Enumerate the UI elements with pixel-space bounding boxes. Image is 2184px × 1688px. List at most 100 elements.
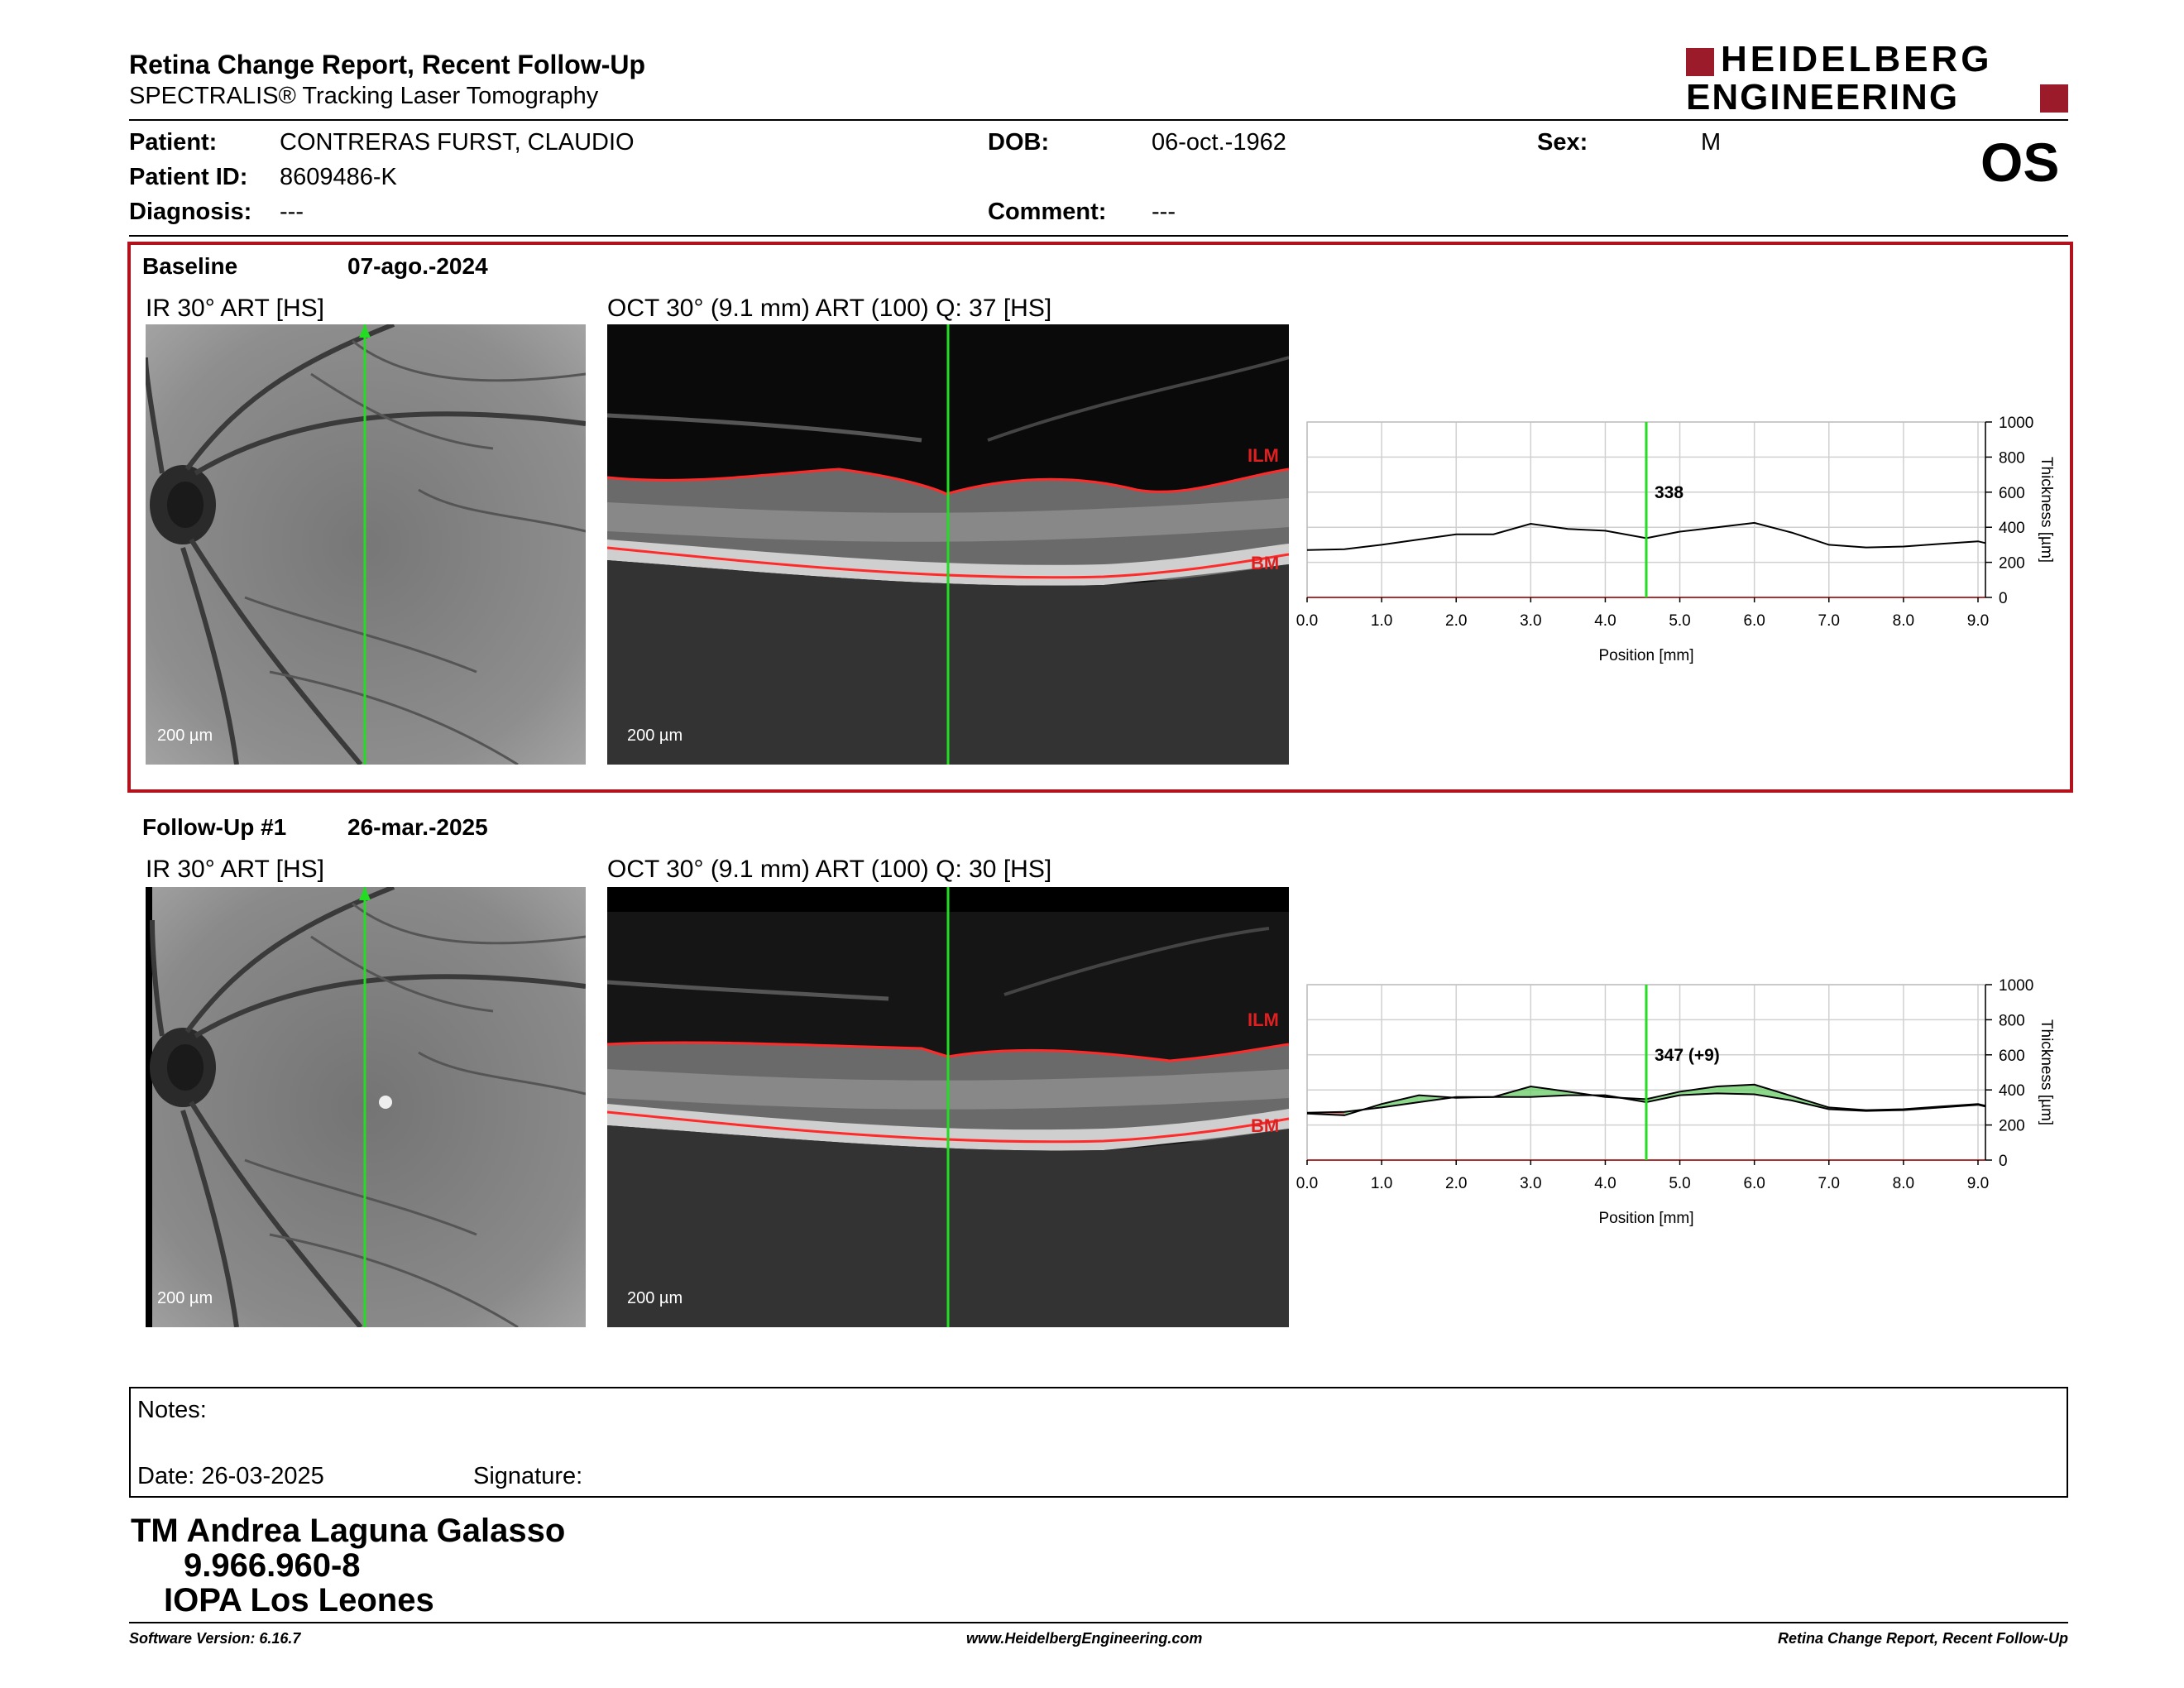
x-tick-label: 8.0 bbox=[1893, 1175, 1914, 1192]
followup-ir-label: IR 30° ART [HS] bbox=[146, 856, 324, 883]
baseline-oct-scale: 200 µm bbox=[627, 727, 683, 745]
oct-bscan-svg bbox=[606, 324, 1290, 765]
software-version: Software Version: 6.16.7 bbox=[129, 1630, 301, 1647]
cursor-thickness-label: 338 bbox=[1655, 483, 1684, 502]
heidelberg-logo: HEIDELBERG ENGINEERING bbox=[1686, 41, 2070, 117]
x-tick-label: 4.0 bbox=[1594, 1175, 1616, 1192]
x-tick-label: 3.0 bbox=[1520, 1175, 1541, 1192]
patient-divider bbox=[129, 235, 2068, 237]
x-tick-label: 4.0 bbox=[1594, 612, 1616, 630]
thickness-series-line bbox=[1306, 521, 1986, 551]
x-axis-label: Position [mm] bbox=[1598, 647, 1693, 664]
diagnosis-label: Diagnosis: bbox=[129, 199, 252, 225]
patient-id-label: Patient ID: bbox=[129, 164, 248, 190]
baseline-oct-image: ILM BM 200 µm bbox=[606, 324, 1290, 765]
y-tick-label: 200 bbox=[1999, 1118, 2025, 1135]
chart-plot-area: 0 200 400 600 800 1000 0.0 1.0 2.0 3.0 4.0 5.0 6.0 7.… bbox=[1296, 977, 2055, 1227]
followup-chart-svg: 0 200 400 600 800 1000 0.0 1.0 2.0 3.0 4.0 5.0 6.0 7.… bbox=[1296, 977, 2055, 1227]
notes-box: Notes: Date: 26-03-2025 Signature: bbox=[129, 1387, 2068, 1498]
followup-ir-image: 200 µm bbox=[146, 885, 587, 1329]
y-tick-label: 0 bbox=[1999, 1153, 2008, 1170]
x-tick-label: 0.0 bbox=[1296, 1175, 1318, 1192]
notes-date: Date: 26-03-2025 bbox=[137, 1463, 324, 1489]
baseline-ir-image: 200 µm bbox=[143, 322, 587, 766]
x-tick-label: 7.0 bbox=[1818, 1175, 1840, 1192]
baseline-date: 07-ago.-2024 bbox=[347, 253, 488, 279]
oct-bscan-svg bbox=[606, 887, 1290, 1327]
report-subtitle: SPECTRALIS® Tracking Laser Tomography bbox=[129, 83, 599, 109]
followup-ir-scale: 200 µm bbox=[157, 1289, 213, 1307]
baseline-chart-svg: 0 200 400 600 800 1000 0.0 1.0 2.0 3.0 4.0 5.0 6.0 7.… bbox=[1296, 415, 2055, 664]
footer-divider bbox=[129, 1622, 2068, 1623]
x-tick-label: 5.0 bbox=[1669, 1175, 1690, 1192]
baseline-ilm-label: ILM bbox=[1248, 445, 1279, 466]
signature-label: Signature: bbox=[473, 1463, 583, 1489]
logo-line2: ENGINEERING bbox=[1686, 77, 1960, 117]
x-tick-label: 1.0 bbox=[1371, 612, 1392, 630]
x-tick-label: 5.0 bbox=[1669, 612, 1690, 630]
thickness-difference-area bbox=[1493, 1086, 1531, 1097]
signature-rut: 9.966.960-8 bbox=[184, 1547, 361, 1584]
logo-square-icon bbox=[1686, 48, 1714, 76]
followup-oct-image: ILM BM 200 µm bbox=[606, 887, 1290, 1327]
y-axis-label: Thickness [µm] bbox=[2038, 1019, 2055, 1125]
x-tick-label: 6.0 bbox=[1743, 612, 1765, 630]
followup-date: 26-mar.-2025 bbox=[347, 814, 488, 840]
cursor-thickness-label: 347 (+9) bbox=[1655, 1046, 1720, 1065]
y-tick-label: 600 bbox=[1999, 485, 2025, 502]
y-tick-label: 200 bbox=[1999, 555, 2025, 573]
notes-label: Notes: bbox=[137, 1397, 207, 1423]
followup-ilm-label: ILM bbox=[1248, 1009, 1279, 1030]
x-tick-label: 9.0 bbox=[1967, 1175, 1989, 1192]
followup-bm-label: BM bbox=[1251, 1115, 1280, 1136]
thickness-difference-area bbox=[1530, 1086, 1569, 1097]
x-tick-label: 8.0 bbox=[1893, 612, 1914, 630]
x-tick-label: 2.0 bbox=[1445, 612, 1467, 630]
dob-value: 06-oct.-1962 bbox=[1152, 129, 1286, 156]
baseline-title: Baseline bbox=[142, 253, 238, 279]
thickness-difference-area bbox=[1717, 1084, 1755, 1095]
followup-oct-scale: 200 µm bbox=[627, 1289, 683, 1307]
patient-label: Patient: bbox=[129, 129, 218, 156]
baseline-section-box bbox=[127, 242, 2073, 793]
y-tick-label: 400 bbox=[1999, 520, 2025, 537]
thickness-series-line bbox=[1306, 1083, 1986, 1116]
patient-name: CONTRERAS FURST, CLAUDIO bbox=[280, 129, 635, 156]
ir-fundus-svg bbox=[143, 322, 587, 766]
baseline-oct-label: OCT 30° (9.1 mm) ART (100) Q: 37 [HS] bbox=[607, 295, 1052, 322]
x-tick-label: 7.0 bbox=[1818, 612, 1840, 630]
y-tick-label: 1000 bbox=[1999, 415, 2033, 432]
y-tick-label: 600 bbox=[1999, 1048, 2025, 1065]
y-tick-label: 0 bbox=[1999, 590, 2008, 607]
baseline-thickness-chart: 0 200 400 600 800 1000 0.0 1.0 2.0 3.0 4.0 5.0 6.0 7.… bbox=[1291, 410, 2085, 675]
thickness-difference-area bbox=[1754, 1084, 1792, 1101]
y-tick-label: 1000 bbox=[1999, 977, 2033, 995]
thickness-difference-area bbox=[1679, 1086, 1717, 1096]
x-axis-label: Position [mm] bbox=[1598, 1210, 1693, 1227]
comment-value: --- bbox=[1152, 199, 1176, 225]
x-tick-label: 1.0 bbox=[1371, 1175, 1392, 1192]
baseline-ir-label: IR 30° ART [HS] bbox=[146, 295, 324, 322]
dob-label: DOB: bbox=[988, 129, 1050, 156]
logo-line1: HEIDELBERG bbox=[1721, 39, 1993, 79]
header-divider bbox=[129, 119, 2068, 121]
x-tick-label: 2.0 bbox=[1445, 1175, 1467, 1192]
baseline-bm-label: BM bbox=[1251, 553, 1280, 573]
followup-thickness-chart: 0 200 400 600 800 1000 0.0 1.0 2.0 3.0 4.0 5.0 6.0 7.… bbox=[1291, 973, 2085, 1238]
chart-plot-area: 0 200 400 600 800 1000 0.0 1.0 2.0 3.0 4.0 5.0 6.0 7.… bbox=[1296, 415, 2055, 664]
followup-oct-label: OCT 30° (9.1 mm) ART (100) Q: 30 [HS] bbox=[607, 856, 1052, 883]
report-title: Retina Change Report, Recent Follow-Up bbox=[129, 50, 646, 79]
sex-label: Sex: bbox=[1537, 129, 1588, 156]
baseline-ir-scale: 200 µm bbox=[157, 727, 213, 745]
comment-label: Comment: bbox=[988, 199, 1107, 225]
y-tick-label: 800 bbox=[1999, 1012, 2025, 1029]
website-link[interactable]: www.HeidelbergEngineering.com bbox=[966, 1630, 1203, 1647]
y-axis-label: Thickness [µm] bbox=[2038, 457, 2055, 563]
y-tick-label: 400 bbox=[1999, 1082, 2025, 1100]
patient-id: 8609486-K bbox=[280, 164, 397, 190]
thickness-series-line bbox=[1306, 1092, 1986, 1114]
x-tick-label: 6.0 bbox=[1743, 1175, 1765, 1192]
signature-name: TM Andrea Laguna Galasso bbox=[131, 1513, 566, 1549]
footer-report-name: Retina Change Report, Recent Follow-Up bbox=[1777, 1630, 2068, 1647]
followup-title: Follow-Up #1 bbox=[142, 814, 287, 840]
